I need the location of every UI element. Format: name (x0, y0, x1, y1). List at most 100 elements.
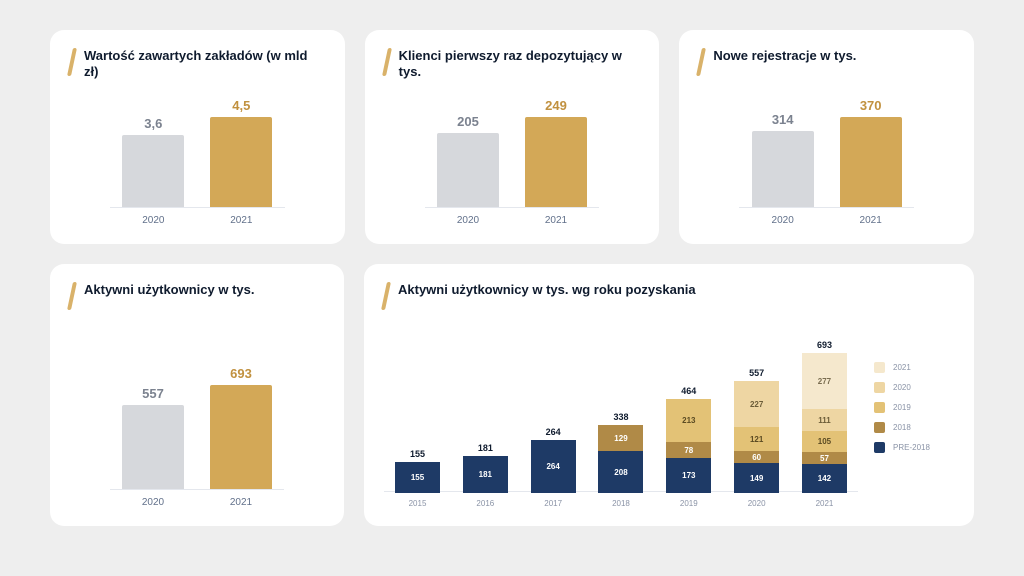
bar (122, 405, 184, 489)
stack-segment: 111 (802, 409, 847, 431)
stack-segment: 142 (802, 464, 847, 493)
bar-category: 2020 (457, 215, 479, 226)
bar-category: 2020 (772, 215, 794, 226)
column-category: 2021 (816, 499, 834, 508)
legend-swatch (874, 362, 885, 373)
card-active-users-by-year: Aktywni użytkownicy w tys. wg roku pozys… (364, 264, 974, 526)
accent-bar (67, 48, 77, 76)
bar (210, 117, 272, 207)
bar-value: 4,5 (232, 98, 250, 113)
bar-category: 2021 (230, 215, 252, 226)
legend-item: 2020 (874, 382, 954, 393)
stack-segment: 277 (802, 353, 847, 409)
legend-label: 2020 (893, 383, 911, 392)
column-total: 155 (410, 449, 425, 459)
card-title: Nowe rejestracje w tys. (713, 48, 856, 64)
stacked-column: 557149601212272020 (729, 368, 784, 508)
legend-label: PRE-2018 (893, 443, 930, 452)
stack-segment: 208 (598, 451, 643, 493)
kpi-card: Klienci pierwszy raz depozytujący w tys.… (365, 30, 660, 244)
legend-item: PRE-2018 (874, 442, 954, 453)
bar-value: 557 (142, 386, 164, 401)
stack-segment: 181 (463, 456, 508, 493)
bar-value: 249 (545, 98, 567, 113)
bar-category: 2021 (860, 215, 882, 226)
bar-group: 314 2020 (748, 112, 818, 226)
bar (210, 385, 272, 489)
legend-label: 2018 (893, 423, 911, 432)
card-title: Wartość zawartych zakładów (w mld zł) (84, 48, 325, 81)
bar (525, 117, 587, 207)
legend-item: 2018 (874, 422, 954, 433)
stacked-column: 338 208129 2018 (593, 412, 648, 508)
stack-segment: 227 (734, 381, 779, 427)
stacked-column: 693 14257105111277 2021 (797, 340, 852, 508)
card-title: Klienci pierwszy raz depozytujący w tys. (399, 48, 640, 81)
bar-value: 314 (772, 112, 794, 127)
stack-segment: 213 (666, 399, 711, 442)
stacked-column: 264 264 2017 (526, 427, 581, 508)
accent-bar (381, 282, 391, 310)
column-total: 264 (546, 427, 561, 437)
stack-segment: 264 (531, 440, 576, 493)
bar-category: 2020 (142, 497, 164, 508)
column-category: 2016 (476, 499, 494, 508)
bar-value: 370 (860, 98, 882, 113)
bar-chart: 557 2020 693 2021 (70, 326, 324, 512)
card-title: Aktywni użytkownicy w tys. wg roku pozys… (398, 282, 696, 298)
column-category: 2020 (748, 499, 766, 508)
column-category: 2015 (409, 499, 427, 508)
legend-item: 2019 (874, 402, 954, 413)
stack-segment: 155 (395, 462, 440, 493)
stack-segment: 78 (666, 442, 711, 458)
legend-swatch (874, 442, 885, 453)
stacked-column: 181 181 2016 (458, 443, 513, 508)
legend-swatch (874, 422, 885, 433)
bar-group: 205 2020 (433, 114, 503, 226)
legend: 2021 2020 2019 2018 PRE-2018 (874, 322, 954, 512)
bar-value: 693 (230, 366, 252, 381)
stack-segment: 57 (802, 452, 847, 464)
bar (752, 131, 814, 207)
legend-swatch (874, 382, 885, 393)
bar-value: 3,6 (144, 116, 162, 131)
bar-category: 2021 (230, 497, 252, 508)
column-total: 338 (613, 412, 628, 422)
column-category: 2018 (612, 499, 630, 508)
kpi-card: Nowe rejestracje w tys. 314 2020 370 2021 (679, 30, 974, 244)
bar-chart: 314 2020 370 2021 (699, 92, 954, 230)
bar-group: 693 2021 (206, 366, 276, 508)
bar (840, 117, 902, 207)
bar-chart: 205 2020 249 2021 (385, 92, 640, 230)
bar-group: 3,6 2020 (118, 116, 188, 226)
kpi-card: Wartość zawartych zakładów (w mld zł) 3,6… (50, 30, 345, 244)
stacked-bar-chart: 155 155 2015 181 181 2016 264 264 2017 338 208129 2… (384, 322, 858, 512)
bar (437, 133, 499, 207)
stack-segment: 173 (666, 458, 711, 493)
column-total: 693 (817, 340, 832, 350)
card-title: Aktywni użytkownicy w tys. (84, 282, 255, 298)
legend-label: 2019 (893, 403, 911, 412)
bar-chart: 3,6 2020 4,5 2021 (70, 92, 325, 230)
column-category: 2019 (680, 499, 698, 508)
stack-segment: 121 (734, 427, 779, 451)
column-total: 557 (749, 368, 764, 378)
bar-category: 2021 (545, 215, 567, 226)
accent-bar (696, 48, 706, 76)
column-total: 464 (681, 386, 696, 396)
legend-item: 2021 (874, 362, 954, 373)
stack-segment: 105 (802, 431, 847, 452)
legend-swatch (874, 402, 885, 413)
stacked-column: 464 17378213 2019 (661, 386, 716, 508)
bar-value: 205 (457, 114, 479, 129)
column-category: 2017 (544, 499, 562, 508)
stack-segment: 149 (734, 463, 779, 493)
accent-bar (67, 282, 77, 310)
stacked-column: 155 155 2015 (390, 449, 445, 508)
bar (122, 135, 184, 207)
legend-label: 2021 (893, 363, 911, 372)
column-total: 181 (478, 443, 493, 453)
bar-category: 2020 (142, 215, 164, 226)
stack-segment: 129 (598, 425, 643, 451)
card-active-users: Aktywni użytkownicy w tys. 557 2020 693 2021 (50, 264, 344, 526)
